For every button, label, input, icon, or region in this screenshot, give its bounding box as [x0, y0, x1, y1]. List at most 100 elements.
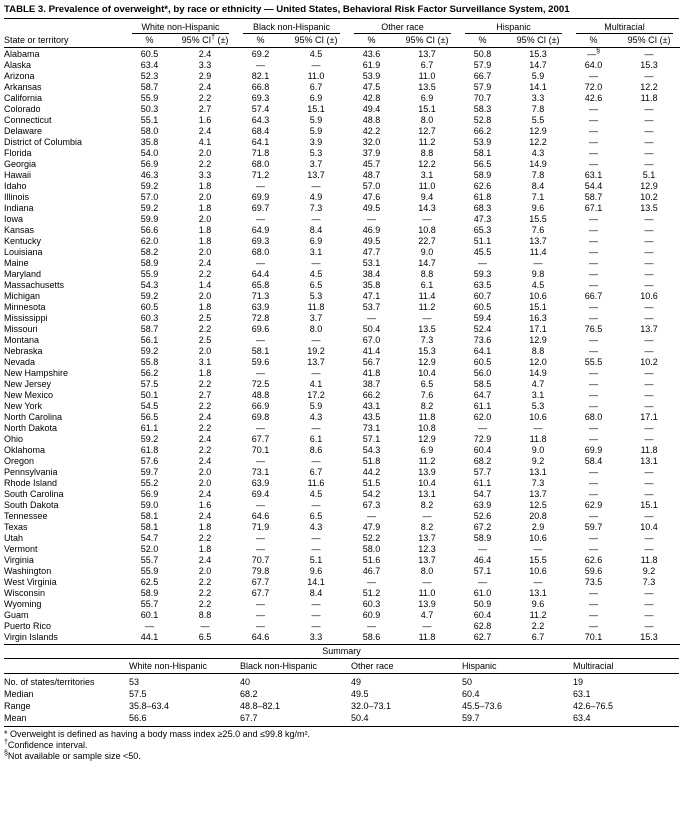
- table-row: Georgia 56.9 2.2 68.0 3.7 45.7 12.2 56.5 14.9 — —: [4, 159, 680, 170]
- ci-value: 2.2: [198, 269, 212, 279]
- percent-value: —: [589, 401, 599, 411]
- ci-value: —: [533, 577, 543, 587]
- percent-value: 67.7: [251, 577, 270, 587]
- percent-value: 58.0: [140, 126, 159, 136]
- percent-value: 59.9: [140, 214, 159, 224]
- percent-value: 61.1: [140, 423, 159, 433]
- summary-row: Median 57.5 68.2 49.5 60.4 63.1: [4, 688, 679, 700]
- percent-value: —: [589, 390, 599, 400]
- percent-header: %: [569, 34, 619, 48]
- percent-value: 67.1: [584, 203, 603, 213]
- state-name: New Jersey: [4, 379, 52, 389]
- percent-value: —: [256, 621, 266, 631]
- ci-value: 6.5: [420, 379, 434, 389]
- percent-value: 60.3: [140, 313, 159, 323]
- ci-value: 2.4: [198, 489, 212, 499]
- percent-value: —: [589, 434, 599, 444]
- ci-value: 7.3: [531, 478, 545, 488]
- percent-header: %: [125, 34, 174, 48]
- state-name: Alabama: [4, 49, 40, 59]
- summary-value: 40: [240, 677, 251, 687]
- percent-value: 63.9: [473, 500, 492, 510]
- ci-value: 2.0: [198, 214, 212, 224]
- ci-value: 11.0: [418, 588, 436, 598]
- state-name: Virgin Islands: [4, 632, 125, 645]
- ci-value: 4.7: [531, 379, 545, 389]
- ci-value: 4.5: [309, 49, 323, 59]
- ci-value: 8.4: [309, 225, 323, 235]
- percent-value: 73.1: [251, 467, 270, 477]
- group-header-hispanic: Hispanic: [458, 19, 569, 34]
- ci-value: 5.9: [309, 115, 323, 125]
- ci-value: 5.1: [642, 170, 656, 180]
- state-name: Texas: [4, 522, 28, 532]
- percent-value: 48.7: [362, 170, 381, 180]
- table-row: Oklahoma 61.8 2.2 70.1 8.6 54.3 6.9 60.4 9.0 69.9…: [4, 445, 680, 456]
- ci-value: 8.8: [531, 346, 545, 356]
- percent-value: —: [256, 335, 266, 345]
- footnote: * Overweight is defined as having a body…: [4, 729, 311, 739]
- ci-value: 17.1: [529, 324, 547, 334]
- percent-value: 49.5: [362, 236, 381, 246]
- ci-value: 10.6: [640, 291, 658, 301]
- ci-value: —: [200, 621, 210, 631]
- ci-value: 2.4: [198, 511, 212, 521]
- percent-value: 63.1: [584, 170, 603, 180]
- percent-value: —: [589, 313, 599, 323]
- ci-value: 13.7: [418, 533, 436, 543]
- percent-value: 52.8: [473, 115, 492, 125]
- ci-value: 13.7: [307, 357, 325, 367]
- ci-value: 2.4: [198, 126, 212, 136]
- percent-value: 51.6: [362, 555, 381, 565]
- summary-value: 59.7: [458, 712, 569, 727]
- ci-value: 3.7: [309, 313, 323, 323]
- percent-value: 72.9: [473, 434, 492, 444]
- percent-value: 57.0: [140, 192, 159, 202]
- table-row: Virginia 55.7 2.4 70.7 5.1 51.6 13.7 46.4 15.5 62…: [4, 555, 680, 566]
- ci-value: 12.3: [418, 544, 436, 554]
- percent-value: 60.3: [362, 599, 381, 609]
- ci-value: 12.0: [529, 357, 547, 367]
- table-page: TABLE 3. Prevalence of overweight*, by r…: [4, 4, 681, 761]
- ci-value: 10.8: [418, 225, 436, 235]
- ci-value: 9.6: [309, 566, 323, 576]
- percent-value: 53.1: [362, 258, 381, 268]
- ci-value: 13.5: [418, 82, 436, 92]
- ci-value: 2.2: [198, 445, 212, 455]
- ci-value: 2.7: [198, 390, 212, 400]
- summary-value: 63.4: [569, 712, 679, 727]
- ci-value: 12.9: [529, 335, 547, 345]
- ci-value: 8.0: [420, 115, 434, 125]
- ci-value: —: [644, 159, 654, 169]
- group-header-black-non-hispanic: Black non-Hispanic: [236, 19, 347, 34]
- table-row: California 55.9 2.2 69.3 6.9 42.8 6.9 70.7 3.3 42…: [4, 93, 680, 104]
- percent-value: 60.9: [362, 610, 381, 620]
- ci-value: —: [644, 489, 654, 499]
- ci-value: 10.6: [529, 291, 547, 301]
- ci-value: 4.9: [309, 192, 323, 202]
- percent-value: 58.0: [362, 544, 381, 554]
- percent-value: 59.2: [140, 346, 159, 356]
- percent-value: —: [256, 456, 266, 466]
- ci-value: —: [311, 610, 321, 620]
- ci-value: 15.3: [618, 632, 681, 645]
- ci-value: 6.7: [309, 467, 323, 477]
- percent-value: 42.8: [362, 93, 381, 103]
- percent-value: —: [589, 137, 599, 147]
- percent-value: 50.3: [140, 104, 159, 114]
- ci-value: 2.0: [198, 467, 212, 477]
- ci-value: —: [644, 313, 654, 323]
- ci-value: 14.1: [529, 82, 547, 92]
- ci-value: —: [311, 368, 321, 378]
- state-name: Ohio: [4, 434, 24, 444]
- percent-value: 47.6: [362, 192, 381, 202]
- ci-value: 10.4: [418, 478, 436, 488]
- percent-value: 57.6: [140, 456, 159, 466]
- percent-value: 62.6: [584, 555, 603, 565]
- percent-value: 68.3: [473, 203, 492, 213]
- ci-value: 3.3: [285, 632, 348, 645]
- ci-value: 15.1: [307, 104, 325, 114]
- ci-value: —: [311, 500, 321, 510]
- percent-value: 72.8: [251, 313, 270, 323]
- ci-value: 2.0: [198, 247, 212, 257]
